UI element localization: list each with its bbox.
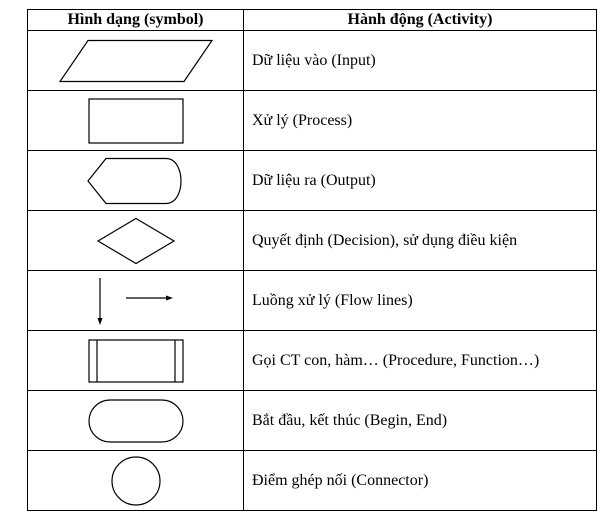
activity-cell: Xử lý (Process) (243, 90, 597, 151)
table-row: Quyết định (Decision), sử dụng điều kiện (27, 210, 597, 271)
activity-cell: Quyết định (Decision), sử dụng điều kiện (243, 210, 597, 271)
table-row: Xử lý (Process) (27, 90, 597, 151)
activity-cell: Gọi CT con, hàm… (Procedure, Function…) (243, 330, 597, 391)
flowchart-symbols-table: Hình dạng (symbol) Hành động (Activity) … (27, 9, 597, 511)
table-row: Dữ liệu ra (Output) (27, 150, 597, 211)
header-row: Hình dạng (symbol) Hành động (Activity) (27, 9, 597, 31)
terminator-icon (87, 398, 184, 443)
circle-icon (110, 455, 161, 506)
symbol-cell (27, 330, 244, 391)
parallelogram-icon (58, 39, 213, 82)
table-row: Dữ liệu vào (Input) (27, 30, 597, 91)
table-row: Gọi CT con, hàm… (Procedure, Function…) (27, 330, 597, 391)
activity-cell: Luồng xử lý (Flow lines) (243, 270, 597, 331)
activity-cell: Điểm ghép nối (Connector) (243, 450, 597, 511)
diamond-icon (96, 217, 175, 264)
symbol-cell (27, 210, 244, 271)
rectangle-icon (87, 97, 184, 144)
activity-cell: Dữ liệu vào (Input) (243, 30, 597, 91)
activity-cell: Bắt đầu, kết thúc (Begin, End) (243, 390, 597, 451)
header-symbol: Hình dạng (symbol) (27, 9, 244, 31)
table-row: Luồng xử lý (Flow lines) (27, 270, 597, 331)
table-row: Điểm ghép nối (Connector) (27, 450, 597, 511)
display-shape-icon (86, 157, 182, 204)
table-row: Bắt đầu, kết thúc (Begin, End) (27, 390, 597, 451)
predefined-process-icon (87, 338, 184, 383)
symbol-cell (27, 30, 244, 91)
activity-cell: Dữ liệu ra (Output) (243, 150, 597, 211)
symbol-cell (27, 150, 244, 211)
symbol-cell (27, 90, 244, 151)
symbol-cell (27, 270, 244, 331)
flow-arrows-icon (97, 277, 173, 325)
symbol-cell (27, 390, 244, 451)
header-activity: Hành động (Activity) (243, 9, 597, 31)
symbol-cell (27, 450, 244, 511)
